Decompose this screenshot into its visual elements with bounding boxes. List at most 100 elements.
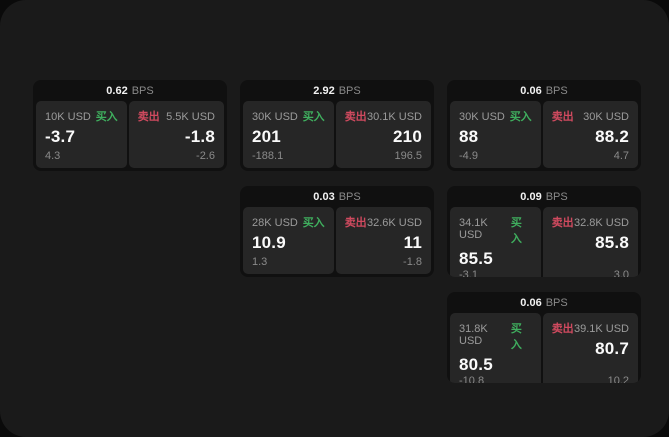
quote-card: 0.09 BPS 34.1K USD 买入 85.5 -3.1 卖出 32.8K …: [447, 186, 641, 277]
buy-price: -3.7: [45, 127, 76, 146]
quote-tiles: 34.1K USD 买入 85.5 -3.1 卖出 32.8K USD 85.8…: [447, 207, 641, 277]
bps-unit-label: BPS: [131, 85, 154, 97]
sell-quote-tile[interactable]: 卖出 30.1K USD 210 196.5: [335, 101, 431, 168]
bps-unit-label: BPS: [338, 191, 361, 203]
sell-tile-header: 卖出 5.5K USD: [138, 108, 215, 124]
buy-tile-header: 31.8K USD 买入: [459, 320, 532, 352]
buy-quote-tile[interactable]: 31.8K USD 买入 80.5 -10.8: [450, 313, 541, 383]
card-header: 0.06 BPS: [447, 80, 641, 101]
quote-card: 0.06 BPS 30K USD 买入 88 -4.9 卖出 30K USD 88…: [447, 80, 641, 171]
bps-unit-label: BPS: [545, 191, 568, 203]
buy-delta: 4.3: [45, 150, 61, 162]
sell-size: 30K USD: [583, 111, 629, 123]
quote-card: 2.92 BPS 30K USD 买入 201 -188.1 卖出 30.1K U…: [240, 80, 434, 171]
buy-size: 30K USD: [252, 111, 298, 123]
sell-quote-tile[interactable]: 卖出 5.5K USD -1.8 -2.6: [128, 101, 224, 168]
buy-tile-header: 30K USD 买入: [252, 108, 325, 124]
buy-side-label: 买入: [95, 111, 118, 123]
buy-side-label: 买入: [302, 111, 325, 123]
quote-card: 0.62 BPS 10K USD 买入 -3.7 4.3 卖出 5.5K USD …: [33, 80, 227, 171]
buy-quote-tile[interactable]: 10K USD 买入 -3.7 4.3: [36, 101, 127, 168]
sell-quote-tile[interactable]: 卖出 32.8K USD 85.8 3.0: [542, 207, 638, 277]
sell-size: 5.5K USD: [166, 111, 215, 123]
sell-tile-header: 卖出 32.8K USD: [552, 214, 629, 230]
buy-side-label: 买入: [510, 323, 522, 351]
sell-size: 32.8K USD: [573, 217, 629, 229]
card-header: 0.03 BPS: [240, 186, 434, 207]
sell-quote-tile[interactable]: 卖出 30K USD 88.2 4.7: [542, 101, 638, 168]
card-header: 0.62 BPS: [33, 80, 227, 101]
sell-tile-header: 卖出 39.1K USD: [552, 320, 629, 336]
sell-side-label: 卖出: [551, 217, 574, 229]
quote-cards-grid: 0.62 BPS 10K USD 买入 -3.7 4.3 卖出 5.5K USD …: [33, 80, 641, 383]
bps-value: 2.92: [313, 85, 335, 97]
buy-size: 30K USD: [459, 111, 505, 123]
bps-unit-label: BPS: [545, 297, 568, 309]
buy-delta: -3.1: [459, 269, 478, 277]
sell-size: 30.1K USD: [366, 111, 422, 123]
sell-price: -1.8: [184, 127, 215, 146]
buy-quote-tile[interactable]: 28K USD 买入 10.9 1.3: [243, 207, 334, 274]
sell-side-label: 卖出: [551, 323, 574, 335]
bps-value: 0.06: [520, 85, 542, 97]
quote-card: 0.06 BPS 31.8K USD 买入 80.5 -10.8 卖出 39.1K…: [447, 292, 641, 383]
sell-price: 11: [403, 233, 422, 252]
buy-tile-header: 28K USD 买入: [252, 214, 325, 230]
card-header: 0.09 BPS: [447, 186, 641, 207]
sell-side-label: 卖出: [344, 217, 367, 229]
sell-quote-tile[interactable]: 卖出 32.6K USD 11 -1.8: [335, 207, 431, 274]
buy-side-label: 买入: [509, 111, 532, 123]
quote-card: 0.03 BPS 28K USD 买入 10.9 1.3 卖出 32.6K USD…: [240, 186, 434, 277]
sell-tile-header: 卖出 30.1K USD: [345, 108, 422, 124]
bps-unit-label: BPS: [545, 85, 568, 97]
bps-value: 0.62: [106, 85, 128, 97]
buy-side-label: 买入: [302, 217, 325, 229]
sell-delta: 196.5: [394, 150, 422, 162]
buy-quote-tile[interactable]: 30K USD 买入 88 -4.9: [450, 101, 541, 168]
buy-tile-header: 34.1K USD 买入: [459, 214, 532, 246]
card-header: 2.92 BPS: [240, 80, 434, 101]
sell-side-label: 卖出: [137, 111, 160, 123]
buy-quote-tile[interactable]: 30K USD 买入 201 -188.1: [243, 101, 334, 168]
quote-tiles: 30K USD 买入 88 -4.9 卖出 30K USD 88.2 4.7: [447, 101, 641, 171]
card-header: 0.06 BPS: [447, 292, 641, 313]
bps-unit-label: BPS: [338, 85, 361, 97]
sell-price: 210: [393, 127, 422, 146]
sell-tile-header: 卖出 30K USD: [552, 108, 629, 124]
sell-quote-tile[interactable]: 卖出 39.1K USD 80.7 10.2: [542, 313, 638, 383]
buy-size: 10K USD: [45, 111, 91, 123]
sell-size: 32.6K USD: [366, 217, 422, 229]
sell-size: 39.1K USD: [573, 323, 629, 335]
bps-value: 0.06: [520, 297, 542, 309]
buy-size: 28K USD: [252, 217, 298, 229]
buy-delta: 1.3: [252, 256, 268, 268]
sell-delta: 10.2: [607, 375, 629, 383]
buy-delta: -10.8: [459, 375, 485, 383]
buy-size: 31.8K USD: [459, 323, 488, 347]
sell-side-label: 卖出: [551, 111, 574, 123]
buy-tile-header: 30K USD 买入: [459, 108, 532, 124]
sell-delta: 3.0: [613, 269, 629, 277]
buy-price: 10.9: [252, 233, 286, 252]
sell-delta: 4.7: [613, 150, 629, 162]
quote-tiles: 10K USD 买入 -3.7 4.3 卖出 5.5K USD -1.8 -2.…: [33, 101, 227, 171]
buy-price: 80.5: [459, 355, 493, 374]
buy-price: 201: [252, 127, 281, 146]
sell-price: 80.7: [595, 339, 629, 358]
buy-delta: -188.1: [252, 150, 284, 162]
bps-value: 0.03: [313, 191, 335, 203]
buy-delta: -4.9: [459, 150, 478, 162]
buy-quote-tile[interactable]: 34.1K USD 买入 85.5 -3.1: [450, 207, 541, 277]
buy-price: 88: [459, 127, 479, 146]
buy-tile-header: 10K USD 买入: [45, 108, 118, 124]
quote-tiles: 30K USD 买入 201 -188.1 卖出 30.1K USD 210 1…: [240, 101, 434, 171]
buy-price: 85.5: [459, 249, 493, 268]
sell-price: 88.2: [595, 127, 629, 146]
sell-side-label: 卖出: [344, 111, 367, 123]
sell-delta: -1.8: [403, 256, 422, 268]
buy-size: 34.1K USD: [459, 217, 488, 241]
bps-value: 0.09: [520, 191, 542, 203]
buy-side-label: 买入: [510, 217, 522, 245]
